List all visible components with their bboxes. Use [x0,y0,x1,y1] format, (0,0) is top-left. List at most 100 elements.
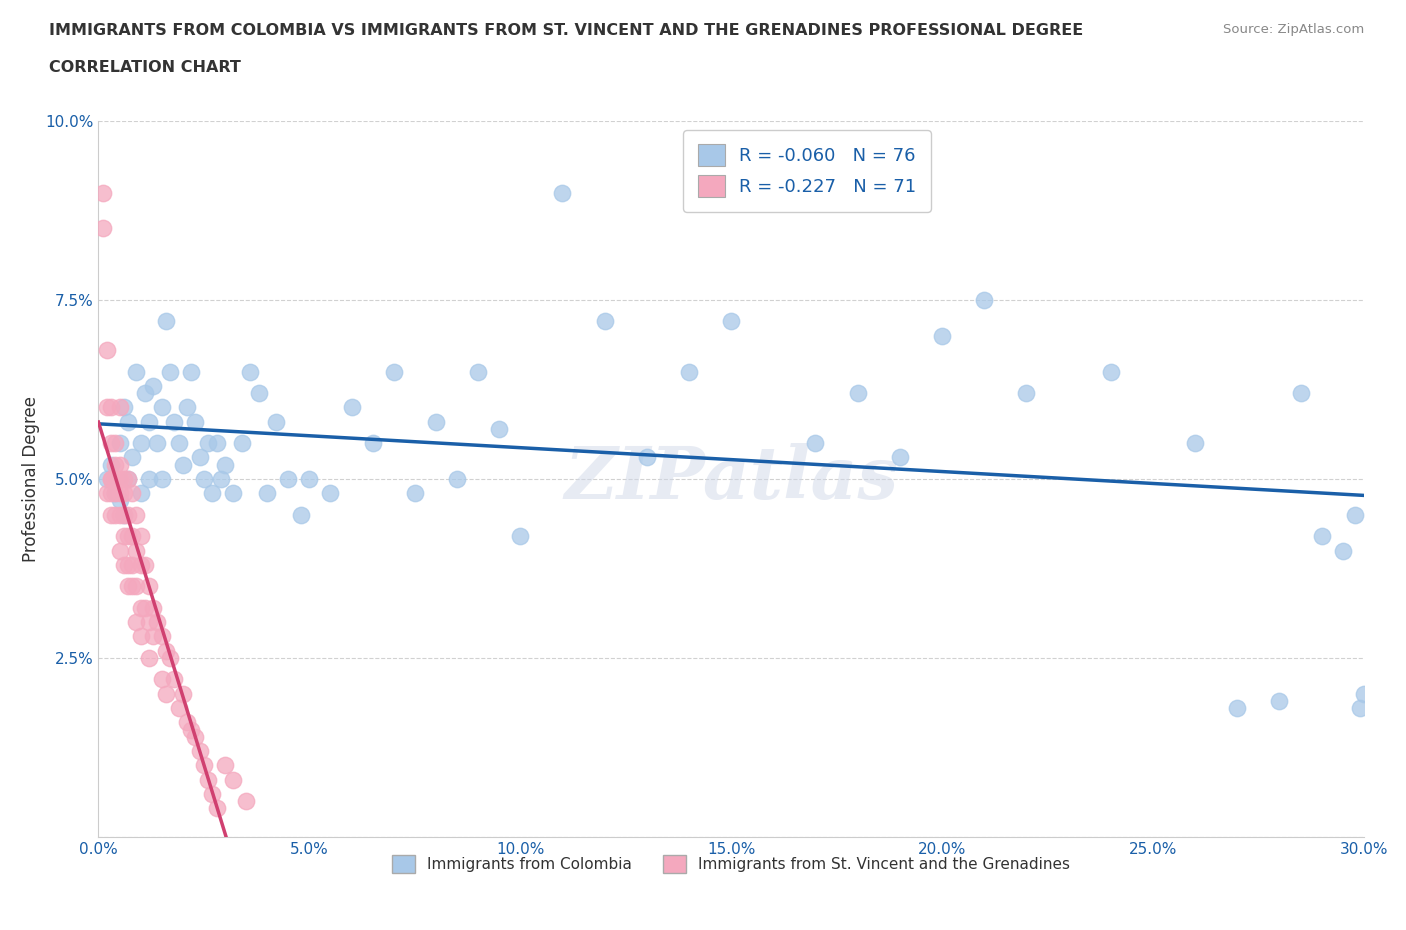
Point [593,314,616,329]
Point [100,458,122,472]
Point [142,629,165,644]
Point [155,644,177,658]
Point [104,485,127,500]
Point [96,400,118,415]
Point [551,185,574,200]
Point [804,435,827,451]
Point [138,615,160,630]
Point [636,450,658,465]
Point [214,458,236,472]
Point [172,686,194,701]
Point [176,400,198,415]
Point [96,342,118,357]
Point [117,557,139,572]
Point [108,458,131,472]
Point [129,435,152,451]
Point [104,472,127,486]
Point [104,435,127,451]
Point [1344,508,1367,523]
Point [1226,700,1249,715]
Point [142,601,165,616]
Point [205,435,228,451]
Point [100,435,122,451]
Point [1015,386,1038,401]
Point [155,314,177,329]
Point [150,672,173,687]
Point [201,485,224,500]
Point [104,485,127,500]
Point [129,529,152,544]
Point [108,435,131,451]
Point [117,578,139,594]
Point [467,364,489,379]
Point [180,722,202,737]
Point [108,508,131,523]
Point [100,485,122,500]
Point [340,400,363,415]
Point [231,435,253,451]
Point [188,744,211,759]
Point [889,450,911,465]
Point [1099,364,1122,379]
Point [762,142,785,157]
Point [222,772,245,787]
Point [108,400,131,415]
Point [404,485,426,500]
Point [104,458,127,472]
Point [973,292,995,307]
Point [247,386,270,401]
Point [425,414,447,429]
Point [96,485,118,500]
Point [488,421,510,436]
Point [138,414,160,429]
Point [214,758,236,773]
Text: CORRELATION CHART: CORRELATION CHART [49,60,240,75]
Point [100,508,122,523]
Point [134,386,156,401]
Point [125,508,148,523]
Point [108,543,131,558]
Point [222,485,245,500]
Point [180,364,202,379]
Point [112,508,135,523]
Point [509,529,531,544]
Point [91,185,114,200]
Point [209,472,232,486]
Point [167,700,190,715]
Point [100,472,122,486]
Point [239,364,262,379]
Point [138,472,160,486]
Point [184,729,207,744]
Point [134,557,156,572]
Point [193,758,215,773]
Point [121,578,143,594]
Point [163,414,186,429]
Point [846,386,869,401]
Point [117,529,139,544]
Point [163,672,186,687]
Point [108,493,131,508]
Point [197,435,219,451]
Point [146,615,169,630]
Point [129,557,152,572]
Point [298,472,321,486]
Point [256,485,278,500]
Point [112,529,135,544]
Point [121,529,143,544]
Point [146,435,169,451]
Point [1310,529,1333,544]
Point [678,364,700,379]
Point [91,220,114,235]
Point [277,472,299,486]
Point [129,485,152,500]
Point [446,472,468,486]
Point [129,629,152,644]
Point [1348,700,1371,715]
Point [150,400,173,415]
Point [121,485,143,500]
Point [1353,686,1375,701]
Point [108,485,131,500]
Point [100,400,122,415]
Point [235,794,257,809]
Point [382,364,405,379]
